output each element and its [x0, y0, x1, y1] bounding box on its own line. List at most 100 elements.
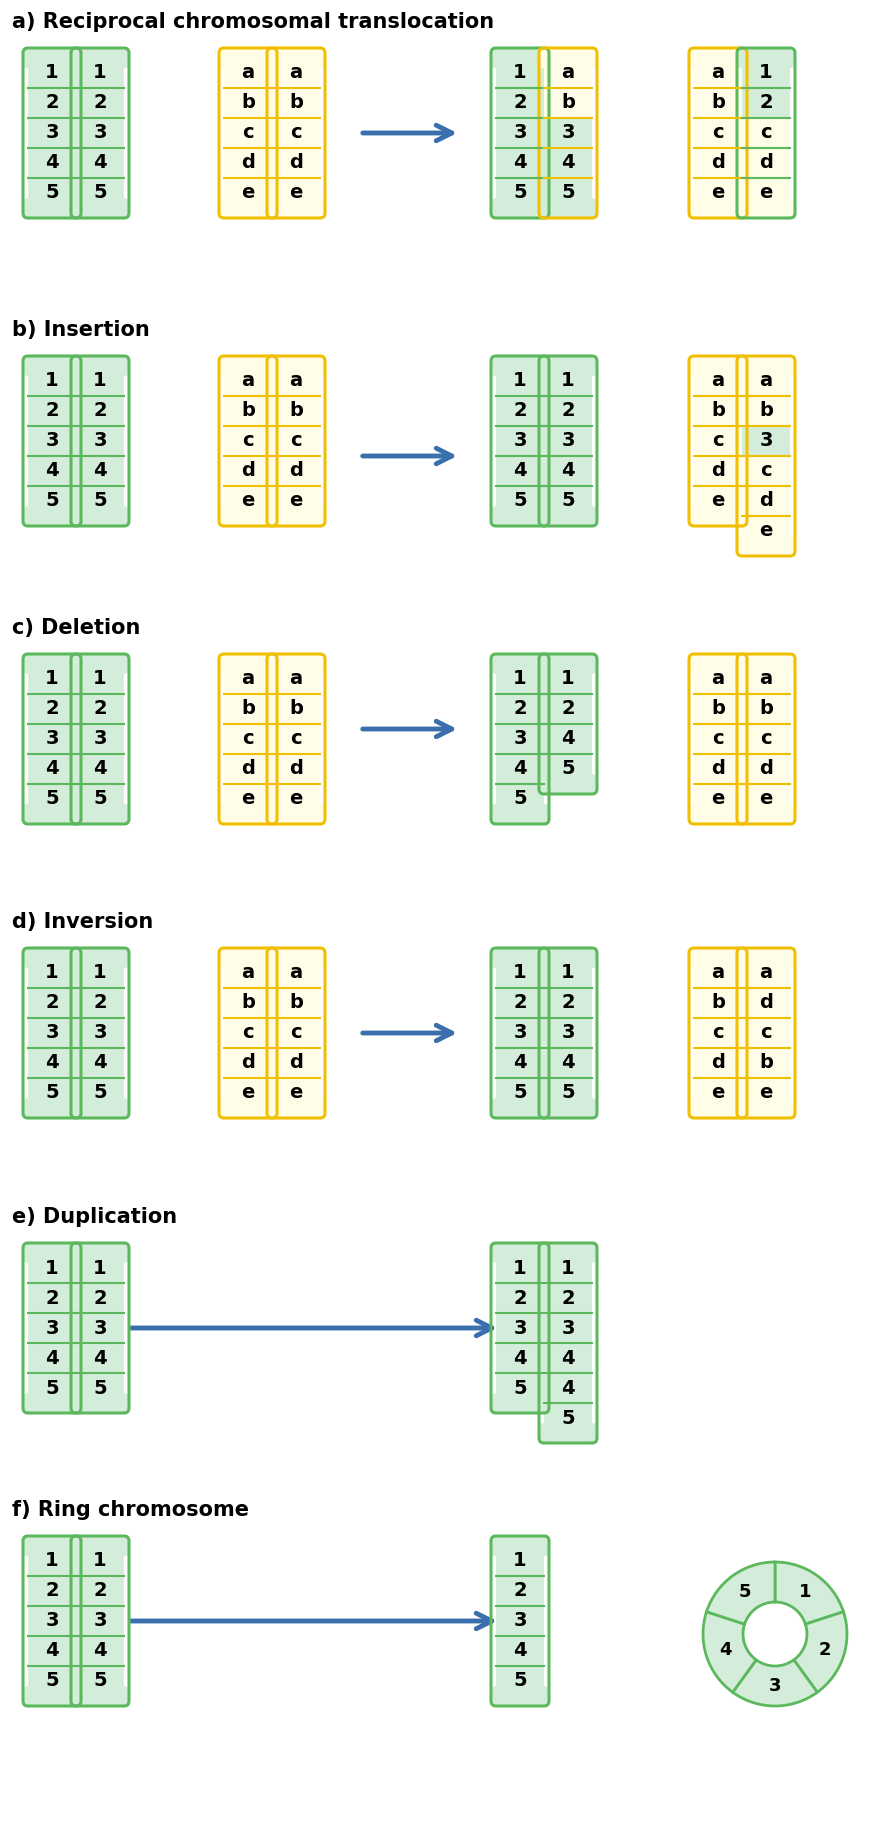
Text: 4: 4 [561, 462, 575, 480]
Text: c: c [760, 124, 772, 142]
FancyBboxPatch shape [539, 948, 597, 968]
Bar [28, 724, 76, 754]
Bar [694, 695, 742, 724]
Bar [224, 695, 272, 724]
FancyBboxPatch shape [71, 804, 129, 824]
Wedge shape [775, 1562, 844, 1624]
Text: e: e [711, 1083, 725, 1103]
Bar [496, 1312, 544, 1343]
Bar [76, 486, 124, 516]
Text: a: a [242, 371, 254, 390]
Bar [694, 89, 742, 118]
FancyBboxPatch shape [219, 1098, 277, 1118]
Bar [496, 1253, 544, 1283]
Text: d: d [711, 1053, 725, 1072]
Bar [224, 177, 272, 209]
Text: 3: 3 [45, 1318, 59, 1338]
Text: 5: 5 [513, 183, 527, 203]
Text: a: a [242, 963, 254, 983]
Text: c: c [290, 1024, 301, 1042]
Text: 4: 4 [513, 1641, 527, 1661]
Bar [496, 456, 544, 486]
Bar [76, 118, 124, 148]
Text: 4: 4 [513, 153, 527, 172]
Bar [76, 695, 124, 724]
Text: 5: 5 [45, 183, 59, 203]
Text: 5: 5 [513, 492, 527, 510]
FancyBboxPatch shape [219, 654, 277, 675]
Bar [224, 118, 272, 148]
Text: 3: 3 [769, 1676, 781, 1695]
FancyBboxPatch shape [737, 948, 795, 968]
FancyBboxPatch shape [219, 357, 277, 375]
Bar [272, 754, 320, 784]
Text: e: e [759, 183, 773, 203]
Bar [544, 663, 592, 695]
Text: d: d [289, 1053, 303, 1072]
FancyBboxPatch shape [491, 1393, 549, 1414]
Text: b: b [711, 994, 725, 1013]
Bar [28, 957, 76, 989]
Text: 4: 4 [45, 153, 59, 172]
Text: 1: 1 [513, 1552, 527, 1571]
Bar [496, 57, 544, 89]
FancyBboxPatch shape [71, 1098, 129, 1118]
Text: 4: 4 [93, 462, 107, 480]
Text: b: b [241, 700, 255, 719]
Bar [28, 456, 76, 486]
Bar [496, 1635, 544, 1667]
Bar [28, 1077, 76, 1109]
FancyBboxPatch shape [737, 536, 795, 556]
Bar [224, 456, 272, 486]
Text: b: b [561, 94, 575, 113]
Text: 4: 4 [93, 1053, 107, 1072]
Text: 1: 1 [93, 1552, 107, 1571]
Text: b: b [711, 401, 725, 421]
Bar [544, 1283, 592, 1312]
Bar [496, 177, 544, 209]
FancyBboxPatch shape [539, 198, 597, 218]
Bar [76, 1312, 124, 1343]
FancyBboxPatch shape [23, 1098, 81, 1118]
Text: 4: 4 [561, 1349, 575, 1368]
Bar [694, 148, 742, 177]
Text: c) Deletion: c) Deletion [12, 617, 140, 638]
Text: 3: 3 [45, 1024, 59, 1042]
Text: 5: 5 [513, 1671, 527, 1691]
Text: 4: 4 [561, 730, 575, 748]
FancyBboxPatch shape [23, 1393, 81, 1414]
Text: 5: 5 [45, 789, 59, 809]
Text: e: e [289, 492, 302, 510]
Text: 3: 3 [45, 730, 59, 748]
Text: 3: 3 [513, 431, 527, 451]
FancyBboxPatch shape [491, 804, 549, 824]
Bar [272, 989, 320, 1018]
Bar [496, 148, 544, 177]
Text: b: b [289, 94, 303, 113]
Bar [272, 695, 320, 724]
Text: b: b [711, 94, 725, 113]
FancyBboxPatch shape [539, 48, 597, 68]
Bar [544, 89, 592, 118]
Bar [496, 724, 544, 754]
Text: c: c [760, 462, 772, 480]
Bar [496, 1077, 544, 1109]
Bar [272, 1048, 320, 1077]
Bar [272, 486, 320, 516]
Bar [272, 1077, 320, 1109]
FancyBboxPatch shape [491, 948, 549, 968]
FancyBboxPatch shape [71, 198, 129, 218]
Text: 3: 3 [513, 730, 527, 748]
Text: 4: 4 [93, 1349, 107, 1368]
Text: 1: 1 [561, 1258, 575, 1277]
Wedge shape [707, 1562, 775, 1624]
Bar [742, 1048, 790, 1077]
FancyBboxPatch shape [219, 804, 277, 824]
FancyBboxPatch shape [23, 804, 81, 824]
Bar [742, 148, 790, 177]
Text: 2: 2 [513, 1582, 527, 1600]
FancyBboxPatch shape [539, 774, 597, 795]
Bar [694, 456, 742, 486]
Bar [742, 1018, 790, 1048]
Bar [76, 1635, 124, 1667]
